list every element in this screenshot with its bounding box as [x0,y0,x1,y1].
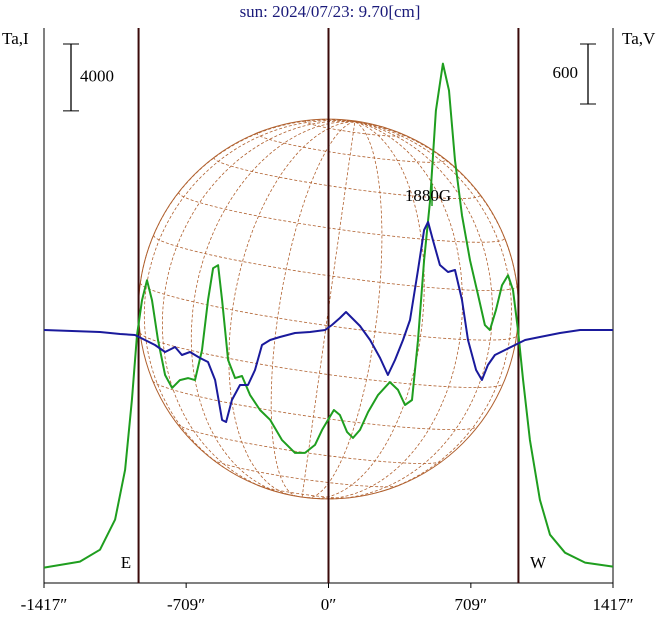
solar-disk [138,118,519,500]
disk-grid-line [212,459,399,488]
disk-grid-line [304,120,403,137]
disk-grid-line [178,191,506,243]
disk-grid-line [307,121,383,499]
disk-grid-line [256,132,446,163]
disk-grid-line [354,121,519,336]
y2-scale-bar-label: 600 [553,63,579,82]
disk-grid-line [162,120,355,492]
disk-grid-line [256,484,349,499]
limb-label: W [530,553,547,572]
disk-grid-line [139,332,504,388]
x-tick-label: 709″ [455,595,488,614]
x-tick-label: 1417″ [592,595,633,614]
disk-grid-line [140,282,517,341]
chart-title: sun: 2024/07/23: 9.70[cm] [240,2,421,21]
x-tick-label: -709″ [167,595,205,614]
disk-grid-line [190,121,355,494]
disk-grid-line [143,119,355,479]
data-line [43,62,614,569]
data-line [43,221,613,423]
disk-grid-line [152,380,478,430]
annotation: 1880G [405,186,451,205]
y2-axis-label: Ta,V [622,29,656,48]
disk-grid-line [301,121,356,498]
disk-grid-line [228,121,355,496]
disk-grid-line [311,121,425,499]
x-tick-label: -1417″ [21,595,68,614]
x-tick-label: 0″ [321,595,337,614]
disk-grid-line [270,121,355,497]
disk-grid-line [177,423,443,464]
y-axis-label: Ta,I [2,29,29,48]
y-scale-bar-label: 4000 [80,66,114,85]
disk-grid-line [153,234,518,291]
limb-label: E [121,553,131,572]
disk-grid-line [213,156,481,199]
disk-grid-line [320,121,463,500]
